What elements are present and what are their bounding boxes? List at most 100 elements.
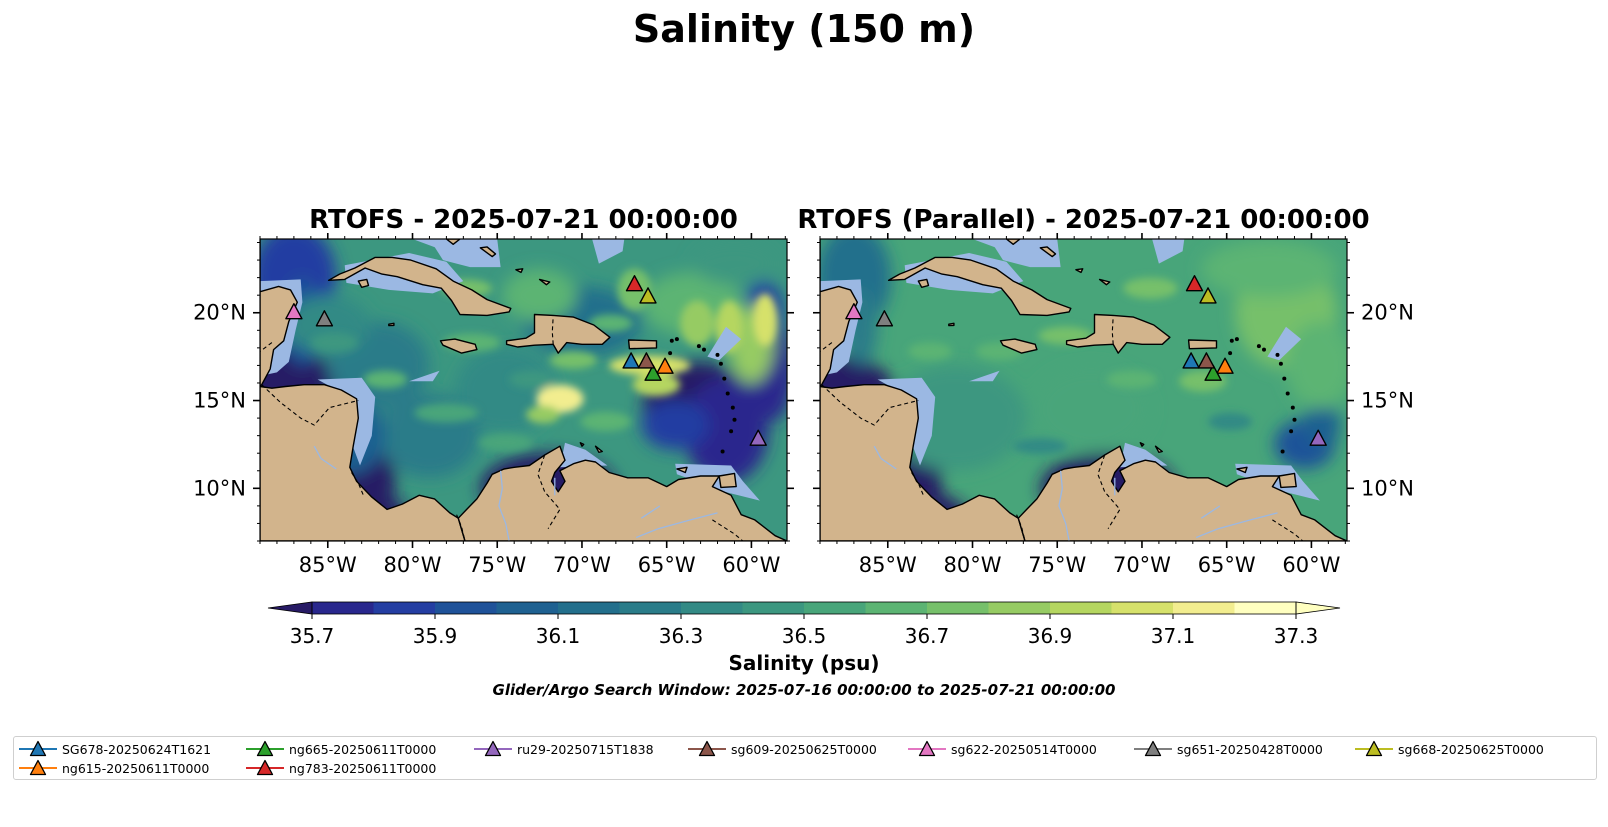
map-ticks: 85°W 80°W 75°W 70°W 65°W 60°W 10°N 15°N 20°N: [813, 233, 1414, 577]
colorbar-segment: [927, 602, 990, 614]
legend-entry: SG678-20250624T1621: [18, 740, 211, 758]
colorbar-tick-label: 35.9: [413, 624, 458, 648]
x-tick-label: 85°W: [859, 553, 917, 577]
legend-marker-icon: [246, 759, 284, 776]
colorbar-tick-label: 36.7: [905, 624, 950, 648]
colorbar-tick-label: 36.1: [536, 624, 581, 648]
y-tick-label: 20°N: [1361, 301, 1414, 325]
x-tick-label: 65°W: [638, 553, 696, 577]
country-borders: [820, 316, 1304, 541]
colorbar-segment: [681, 602, 744, 614]
glider-marker: [845, 302, 863, 320]
search-window-caption: Glider/Argo Search Window: 2025-07-16 00…: [493, 681, 1116, 699]
colorbar-label: Salinity (psu): [728, 651, 879, 675]
glider-marker: [622, 352, 640, 369]
x-tick-label: 60°W: [722, 553, 780, 577]
colorbar-segment: [312, 602, 375, 614]
colorbar-segment: [742, 602, 805, 614]
colorbar-segment: [1050, 602, 1113, 614]
legend-marker-icon: [1134, 740, 1172, 757]
legend-label: sg622-20250514T0000: [951, 741, 1097, 757]
panel-title: RTOFS (Parallel) - 2025-07-21 00:00:00: [797, 205, 1369, 235]
eddy-filaments: [310, 268, 777, 452]
legend-label: SG678-20250624T1621: [62, 741, 212, 757]
colorbar-tick-label: 36.3: [659, 624, 704, 648]
colorbar-segment: [865, 602, 928, 614]
colorbar-segment: [619, 602, 682, 614]
legend-entry: ng783-20250611T0000: [245, 759, 436, 777]
glider-marker: [749, 429, 767, 446]
figure-title: Salinity (150 m): [633, 7, 975, 51]
legend-marker-icon: [908, 740, 946, 757]
legend-marker-icon: [246, 740, 284, 757]
glider-marker: [639, 287, 657, 304]
colorbar-segment: [558, 602, 621, 614]
colorbar-tick-label: 36.5: [782, 624, 827, 648]
map-ticks: 85°W 80°W 75°W 70°W 65°W 60°W 10°N 15°N 20°N: [193, 233, 794, 577]
colorbar-segment: [435, 602, 498, 614]
x-tick-label: 80°W: [944, 553, 1002, 577]
glider-marker: [1309, 429, 1327, 446]
glider-marker: [1197, 352, 1216, 369]
y-tick-label: 10°N: [1361, 476, 1414, 500]
legend-marker-icon: [19, 740, 57, 757]
map-frame: [259, 238, 788, 542]
colorbar-segment: [804, 602, 867, 614]
y-tick-label: 15°N: [1361, 389, 1414, 413]
colorbar-tick-label: 35.7: [290, 624, 335, 648]
colorbar-tick-label: 37.3: [1274, 624, 1319, 648]
map-frame: [819, 238, 1348, 542]
colorbar-segment: [496, 602, 559, 614]
legend-entry: ru29-20250715T1838: [473, 740, 654, 758]
colorbar-segment: [1173, 602, 1236, 614]
y-tick-label: 10°N: [193, 476, 246, 500]
legend-label: ng783-20250611T0000: [289, 760, 437, 776]
colorbar-segment: [988, 602, 1051, 614]
x-tick-label: 70°W: [1113, 553, 1171, 577]
country-borders: [260, 316, 744, 541]
legend-marker-icon: [688, 740, 726, 757]
colorbar-segment: [1234, 602, 1297, 614]
legend-entry: sg622-20250514T0000: [907, 740, 1097, 758]
x-tick-label: 65°W: [1198, 553, 1256, 577]
map-panel-parallel: RTOFS (Parallel) - 2025-07-21 00:00:00 8…: [797, 205, 1414, 577]
legend-marker-icon: [19, 759, 57, 776]
colorbar-tick-label: 37.1: [1151, 624, 1196, 648]
glider-marker: [656, 357, 674, 374]
colorbar-segment: [1111, 602, 1174, 614]
colorbar-tick-label: 36.9: [1028, 624, 1073, 648]
glider-markers: [285, 275, 767, 446]
legend-label: ng615-20250611T0000: [62, 760, 210, 776]
colorbar-segment: [373, 602, 436, 614]
glider-marker: [1204, 364, 1222, 381]
map-panel-rtofs: RTOFS - 2025-07-21 00:00:00 85°W 80°W 75°W…: [193, 205, 794, 577]
glider-marker: [285, 302, 303, 320]
x-tick-label: 75°W: [468, 553, 526, 577]
x-tick-label: 75°W: [1028, 553, 1086, 577]
legend-label: sg609-20250625T0000: [731, 741, 877, 757]
legend-entry: sg668-20250625T0000: [1354, 740, 1544, 758]
glider-marker: [1199, 287, 1217, 304]
legend-marker-icon: [474, 740, 512, 757]
legend-label: sg668-20250625T0000: [1398, 741, 1544, 757]
glider-marker: [1185, 275, 1204, 292]
colorbar: 35.7 35.9 36.1 36.3 36.5 36.7 36.9 37.1 37.3: [267, 601, 1341, 648]
legend-entry: sg651-20250428T0000: [1133, 740, 1323, 758]
legend-marker-icon: [1355, 740, 1393, 757]
legend-label: ng665-20250611T0000: [289, 741, 437, 757]
y-tick-label: 20°N: [193, 301, 246, 325]
colorbar-extend-low: [267, 601, 313, 615]
glider-marker: [875, 310, 894, 327]
glider-marker: [1182, 352, 1200, 369]
legend-entry: ng665-20250611T0000: [245, 740, 436, 758]
glider-marker: [644, 364, 662, 381]
legend-label: sg651-20250428T0000: [1177, 741, 1323, 757]
glider-legend: SG678-20250624T1621 ng615-20250611T0000 ng…: [13, 736, 1597, 780]
glider-markers: [845, 275, 1327, 446]
legend-entry: ng615-20250611T0000: [18, 759, 209, 777]
x-tick-label: 60°W: [1282, 553, 1340, 577]
legend-entry: sg609-20250625T0000: [687, 740, 877, 758]
panel-title: RTOFS - 2025-07-21 00:00:00: [309, 205, 738, 235]
glider-marker: [1216, 357, 1234, 374]
landmass: [820, 239, 1347, 541]
